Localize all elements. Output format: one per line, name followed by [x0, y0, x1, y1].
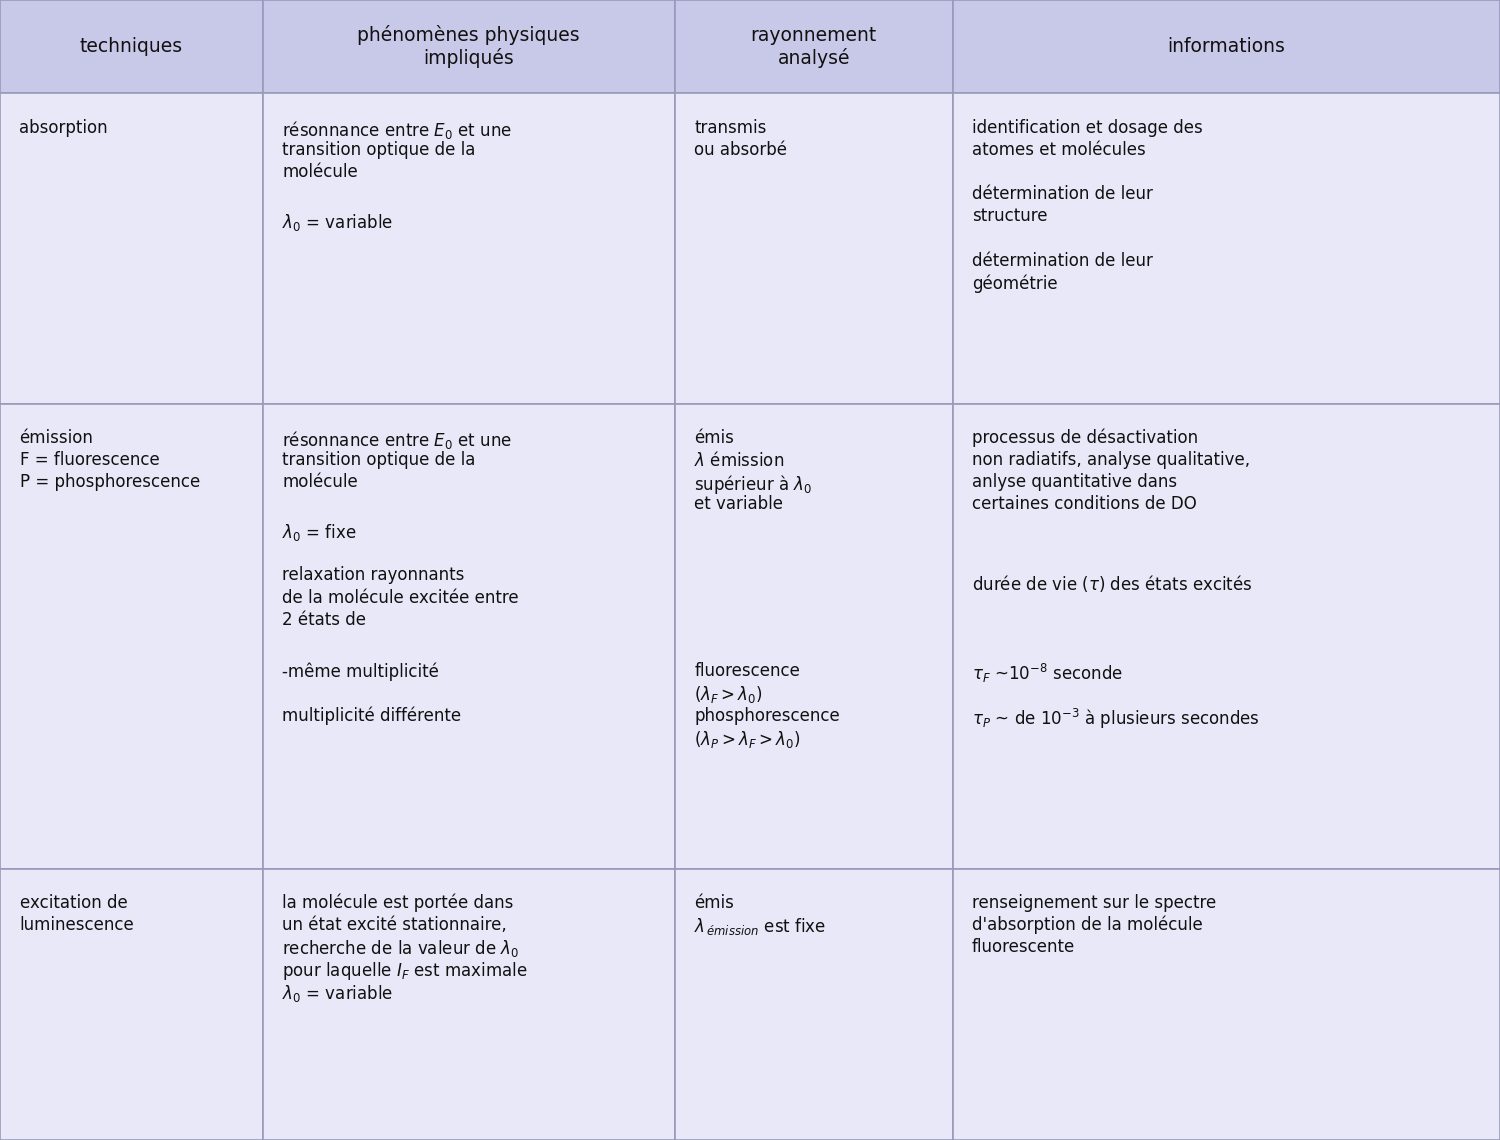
- Bar: [952, 404, 1500, 869]
- Text: renseignement sur le spectre: renseignement sur le spectre: [972, 894, 1216, 912]
- Bar: [0, 93, 262, 404]
- Text: techniques: techniques: [80, 38, 183, 56]
- Bar: [675, 93, 952, 404]
- Text: $\tau_F$ ~10$^{-8}$ seconde: $\tau_F$ ~10$^{-8}$ seconde: [972, 662, 1124, 685]
- Text: fluorescente: fluorescente: [972, 938, 1076, 956]
- Text: détermination de leur: détermination de leur: [972, 185, 1154, 203]
- Text: détermination de leur: détermination de leur: [972, 252, 1154, 270]
- Bar: [262, 93, 675, 404]
- Text: atomes et molécules: atomes et molécules: [972, 140, 1146, 158]
- Bar: [262, 0, 675, 93]
- Text: $\tau_P$ ~ de 10$^{-3}$ à plusieurs secondes: $\tau_P$ ~ de 10$^{-3}$ à plusieurs seco…: [972, 707, 1260, 731]
- Text: anlyse quantitative dans: anlyse quantitative dans: [972, 473, 1178, 491]
- Text: pour laquelle $I_F$ est maximale: pour laquelle $I_F$ est maximale: [282, 960, 528, 983]
- Text: durée de vie ($\tau$) des états excités: durée de vie ($\tau$) des états excités: [972, 573, 1252, 594]
- Text: processus de désactivation: processus de désactivation: [972, 429, 1198, 447]
- Text: certaines conditions de DO: certaines conditions de DO: [972, 495, 1197, 513]
- Bar: [675, 0, 952, 93]
- Text: un état excité stationnaire,: un état excité stationnaire,: [282, 915, 507, 934]
- Text: résonnance entre $E_0$ et une: résonnance entre $E_0$ et une: [282, 119, 512, 140]
- Text: 2 états de: 2 états de: [282, 611, 366, 629]
- Text: phénomènes physiques
impliqués: phénomènes physiques impliqués: [357, 25, 580, 68]
- Text: informations: informations: [1167, 38, 1286, 56]
- Text: et variable: et variable: [694, 495, 783, 513]
- Text: transmis: transmis: [694, 119, 766, 137]
- Text: rayonnement
analysé: rayonnement analysé: [750, 25, 878, 68]
- Bar: [0, 404, 262, 869]
- Bar: [952, 93, 1500, 404]
- Text: structure: structure: [972, 207, 1047, 226]
- Text: géométrie: géométrie: [972, 274, 1058, 293]
- Text: émis: émis: [694, 894, 735, 912]
- Bar: [0, 0, 262, 93]
- Bar: [262, 869, 675, 1140]
- Text: P = phosphorescence: P = phosphorescence: [20, 473, 200, 491]
- Text: transition optique de la: transition optique de la: [282, 140, 476, 158]
- Text: émis: émis: [694, 429, 735, 447]
- Text: ou absorbé: ou absorbé: [694, 140, 788, 158]
- Text: absorption: absorption: [20, 119, 108, 137]
- Text: $\lambda_0$ = variable: $\lambda_0$ = variable: [282, 212, 393, 233]
- Text: $\lambda_{\,émission}$ est fixe: $\lambda_{\,émission}$ est fixe: [694, 915, 826, 937]
- Text: -même multiplicité: -même multiplicité: [282, 662, 440, 681]
- Text: émission: émission: [20, 429, 93, 447]
- Text: transition optique de la: transition optique de la: [282, 450, 476, 469]
- Text: ($\lambda_P > \lambda_F > \lambda_0$): ($\lambda_P > \lambda_F > \lambda_0$): [694, 728, 801, 750]
- Bar: [262, 404, 675, 869]
- Bar: [0, 869, 262, 1140]
- Text: luminescence: luminescence: [20, 915, 135, 934]
- Text: résonnance entre $E_0$ et une: résonnance entre $E_0$ et une: [282, 429, 512, 450]
- Text: $\lambda_0$ = variable: $\lambda_0$ = variable: [282, 983, 393, 1003]
- Text: phosphorescence: phosphorescence: [694, 707, 840, 725]
- Text: ($\lambda_F > \lambda_0$): ($\lambda_F > \lambda_0$): [694, 684, 764, 706]
- Text: fluorescence: fluorescence: [694, 662, 801, 681]
- Text: relaxation rayonnants: relaxation rayonnants: [282, 567, 465, 585]
- Text: multiplicité différente: multiplicité différente: [282, 707, 460, 725]
- Text: excitation de: excitation de: [20, 894, 128, 912]
- Text: $\lambda_0$ = fixe: $\lambda_0$ = fixe: [282, 522, 357, 543]
- Text: la molécule est portée dans: la molécule est portée dans: [282, 894, 513, 912]
- Text: d'absorption de la molécule: d'absorption de la molécule: [972, 915, 1203, 935]
- Text: non radiatifs, analyse qualitative,: non radiatifs, analyse qualitative,: [972, 450, 1250, 469]
- Bar: [952, 869, 1500, 1140]
- Text: $\lambda$ émission: $\lambda$ émission: [694, 450, 784, 470]
- Bar: [952, 0, 1500, 93]
- Bar: [675, 404, 952, 869]
- Text: molécule: molécule: [282, 473, 357, 491]
- Text: de la molécule excitée entre: de la molécule excitée entre: [282, 588, 519, 606]
- Bar: [675, 869, 952, 1140]
- Text: supérieur à $\lambda_0$: supérieur à $\lambda_0$: [694, 473, 813, 496]
- Text: molécule: molécule: [282, 163, 357, 181]
- Text: F = fluorescence: F = fluorescence: [20, 450, 159, 469]
- Text: identification et dosage des: identification et dosage des: [972, 119, 1203, 137]
- Text: recherche de la valeur de $\lambda_0$: recherche de la valeur de $\lambda_0$: [282, 938, 519, 959]
